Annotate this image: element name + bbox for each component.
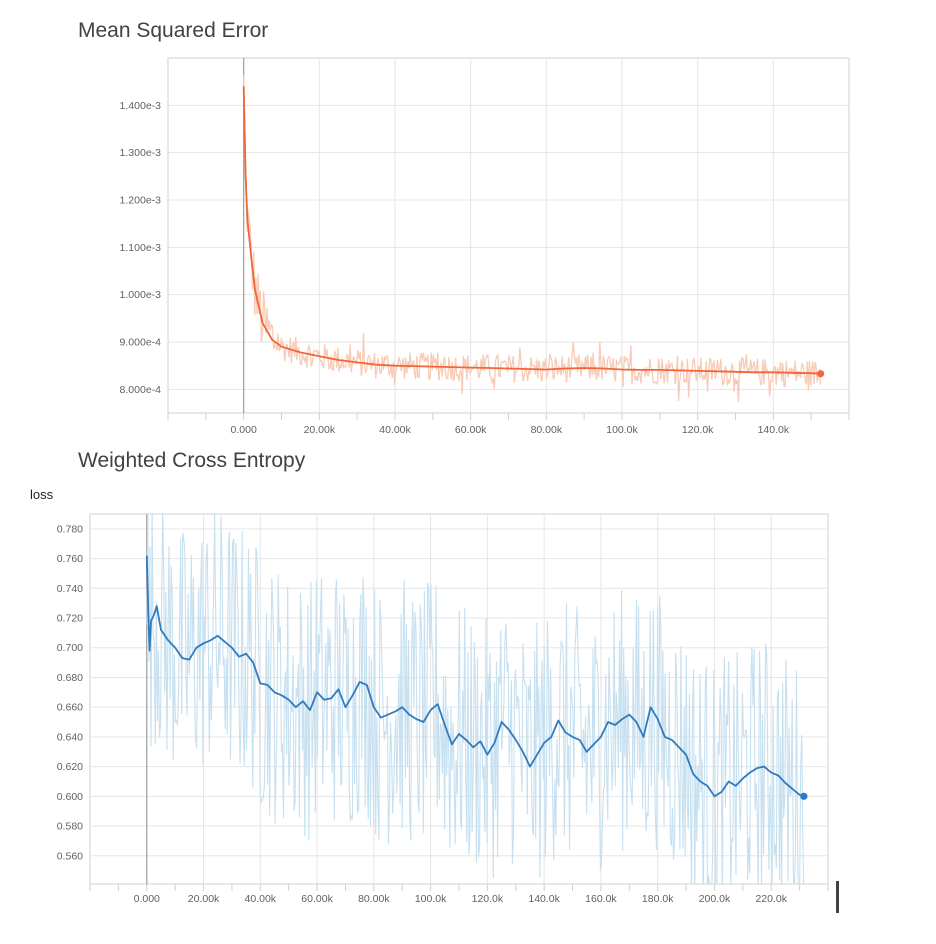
- y-tick-label: 0.640: [57, 731, 83, 743]
- series-end-point: [800, 792, 808, 800]
- y-tick-label: 0.700: [57, 642, 83, 654]
- x-tick-label: 160.0k: [585, 893, 617, 905]
- x-tick-label: 220.0k: [755, 893, 787, 905]
- x-tick-label: 60.00k: [455, 424, 487, 436]
- chart-1: 8.000e-4 9.000e-4 1.000e-3 1.100e-3 1.200e-3…: [120, 57, 850, 436]
- y-tick-label: 0.620: [57, 761, 83, 773]
- raw-series-line: [146, 514, 805, 884]
- x-tick-label: 120.0k: [472, 893, 504, 905]
- y-tick-label: 1.000e-3: [120, 289, 162, 301]
- smoothed-series-line: [145, 555, 805, 798]
- raw-series-line: [243, 75, 822, 403]
- x-tick-label: 80.00k: [531, 424, 563, 436]
- x-tick-label: 140.0k: [528, 893, 560, 905]
- x-tick-label: 60.00k: [301, 893, 333, 905]
- y-tick-label: 0.760: [57, 553, 83, 565]
- smoothed-series-line: [242, 86, 821, 375]
- y-tick-label: 8.000e-4: [120, 384, 162, 396]
- x-tick-label: 100.0k: [415, 893, 447, 905]
- x-tick-label: 20.00k: [188, 893, 220, 905]
- chart-title-wce: Weighted Cross Entropy: [78, 449, 306, 472]
- y-tick-label: 0.740: [57, 583, 83, 595]
- y-tick-label: 1.400e-3: [120, 100, 162, 112]
- y-tick-label: 0.560: [57, 850, 83, 862]
- x-tick-label: 180.0k: [642, 893, 674, 905]
- x-tick-label: 0.000: [231, 424, 257, 436]
- chart-title-mse: Mean Squared Error: [78, 19, 269, 42]
- y-tick-label: 0.780: [57, 523, 83, 535]
- series-end-point: [817, 370, 825, 378]
- y-tick-label: 0.720: [57, 613, 83, 625]
- y-tick-label: 1.100e-3: [120, 242, 162, 254]
- chart-2: 0.560 0.580 0.600 0.620 0.640 0.660 0.680 0.700…: [57, 513, 829, 905]
- y-tick-label: 0.680: [57, 672, 83, 684]
- x-tick-label: 140.0k: [758, 424, 790, 436]
- y-tick-label: 0.600: [57, 791, 83, 803]
- y-axis-label-loss: loss: [30, 487, 54, 502]
- x-tick-label: 100.0k: [606, 424, 638, 436]
- y-tick-label: 0.660: [57, 702, 83, 714]
- y-tick-label: 1.300e-3: [120, 147, 162, 159]
- x-tick-label: 40.00k: [245, 893, 277, 905]
- x-tick-label: 0.000: [134, 893, 160, 905]
- x-tick-label: 120.0k: [682, 424, 714, 436]
- x-tick-label: 200.0k: [699, 893, 731, 905]
- y-tick-label: 1.200e-3: [120, 195, 162, 207]
- x-tick-label: 80.00k: [358, 893, 390, 905]
- x-tick-label: 40.00k: [379, 424, 411, 436]
- text-cursor: [836, 881, 839, 913]
- y-tick-label: 9.000e-4: [120, 337, 162, 349]
- y-tick-label: 0.580: [57, 821, 83, 833]
- x-tick-label: 20.00k: [304, 424, 336, 436]
